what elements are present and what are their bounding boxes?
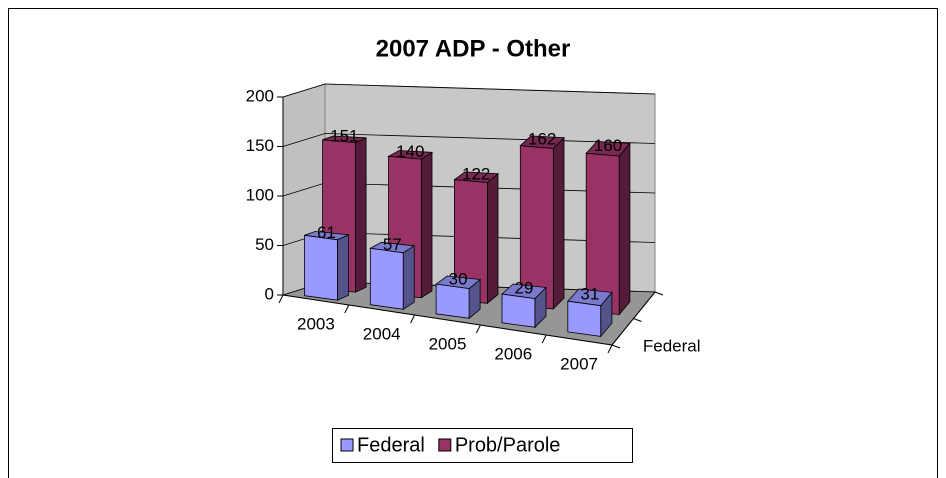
bar-side [355,137,367,293]
x-tick [541,334,547,344]
legend: Federal Prob/Parole [340,434,561,456]
bar-side [486,172,499,305]
bar-side [336,234,349,301]
value-label: 151 [330,127,358,146]
grid-line [282,83,656,98]
value-label: 30 [449,270,468,289]
x-tick-label: 2004 [363,324,401,343]
bar [567,300,602,337]
legend-box [332,428,633,463]
x-tick [475,324,481,334]
value-label: 31 [580,285,599,304]
x-tick [278,294,284,304]
bar [501,293,536,328]
x-axis [282,294,613,346]
x-tick-label: 2006 [494,344,532,363]
value-label: 122 [462,164,490,183]
bar [304,234,338,301]
value-label: 160 [594,136,622,155]
x-tick [410,314,416,324]
legend-swatch [438,438,452,452]
y-tick-label: 0 [265,284,274,303]
bar [369,247,404,310]
bar-side [420,151,433,299]
x-tick [344,304,350,314]
depth-label: Federal [643,337,701,356]
depth-tick [654,291,664,296]
bar-side [552,136,565,310]
legend-label: Federal [357,434,425,456]
depth-tick [611,344,621,349]
value-label: 162 [528,129,556,148]
x-tick-label: 2005 [429,334,467,353]
bar [435,283,470,319]
legend-swatch [340,438,354,452]
bar-side [402,245,415,311]
value-label: 57 [383,235,402,254]
y-tick-label: 150 [246,136,274,155]
y-tick-label: 50 [255,235,274,254]
chart-title: 2007 ADP - Other [376,35,571,62]
y-tick-label: 200 [246,86,274,105]
depth-tick [633,318,642,322]
value-label: 140 [396,142,424,161]
x-tick [607,344,613,354]
x-tick-label: 2007 [560,354,598,373]
value-label: 29 [515,279,534,298]
bar-side [618,142,631,316]
legend-label: Prob/Parole [455,434,561,456]
value-label: 61 [317,223,336,242]
plot-area: 0 50 100 150 200 2003 2004 2005 2006 2007 Federal 1… [246,83,701,373]
y-tick-label: 100 [246,185,274,204]
x-tick-label: 2003 [297,314,335,333]
